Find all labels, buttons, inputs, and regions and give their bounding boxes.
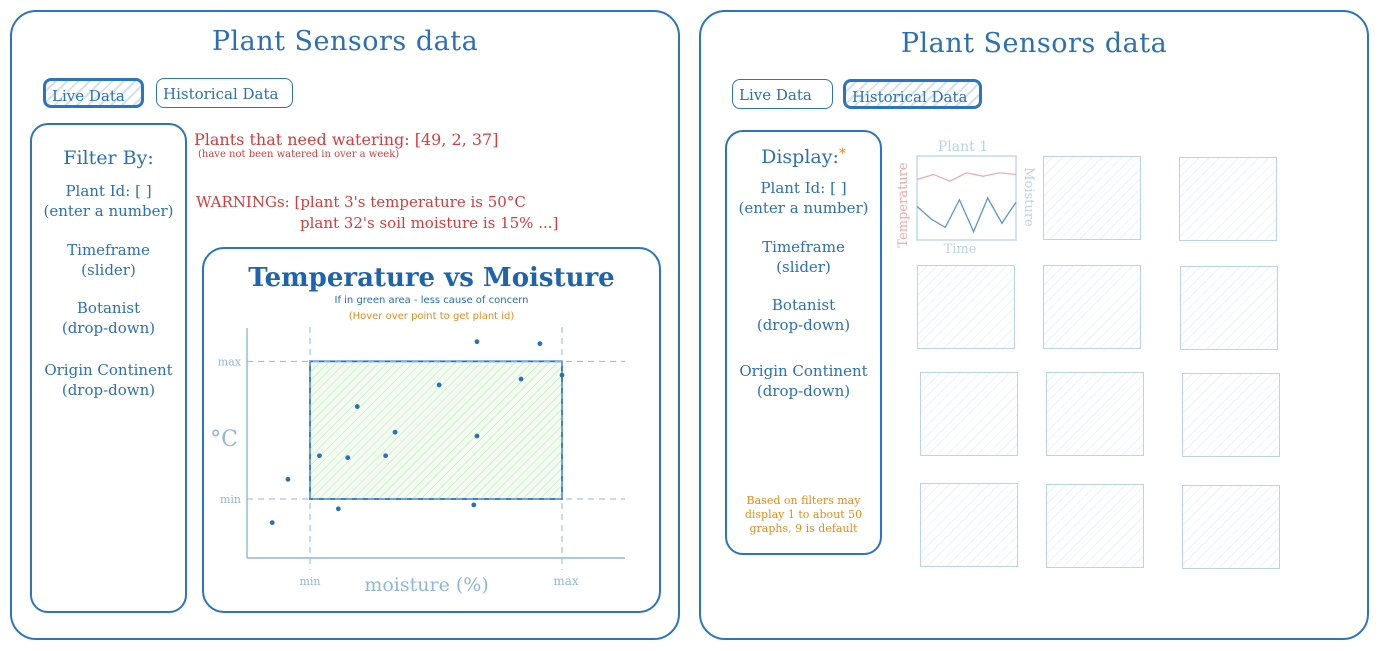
display-origin-label: Origin Continent xyxy=(739,362,868,380)
graph-placeholder xyxy=(1182,373,1280,457)
filter-origin-continent[interactable]: Origin Continent (drop-down) xyxy=(32,360,185,400)
mini-moisture-line xyxy=(916,196,1017,234)
safe-zone xyxy=(309,360,563,500)
display-botanist-label: Botanist xyxy=(771,296,836,314)
y-axis-label: °C xyxy=(210,427,238,452)
tab-live-data[interactable]: Live Data xyxy=(43,78,144,108)
scatter-point xyxy=(383,453,388,459)
graph-placeholder xyxy=(920,372,1018,456)
filter-timeframe-label: Timeframe xyxy=(67,241,150,259)
graph-placeholder xyxy=(920,483,1018,567)
scatter-point xyxy=(285,476,291,482)
display-timeframe-label: Timeframe xyxy=(762,238,845,256)
graph-placeholder xyxy=(1180,266,1278,350)
display-heading: Display:* xyxy=(727,146,880,168)
tab-historical-data[interactable]: Historical Data xyxy=(843,79,982,109)
mini-temperature-line xyxy=(916,172,1017,182)
scatter-point xyxy=(269,520,275,525)
graph-placeholder xyxy=(1179,157,1277,241)
scatter-chart-card: Temperature vs Moisture If in green area… xyxy=(202,247,661,613)
scatter-point xyxy=(474,339,480,345)
live-data-panel: Plant Sensors data Live Data Historical … xyxy=(10,10,680,640)
display-plant-id[interactable]: Plant Id: [ ] (enter a number) xyxy=(727,178,880,218)
tab-live-data[interactable]: Live Data xyxy=(732,79,833,109)
mini-chart-time-label: Time xyxy=(944,242,977,257)
scatter-point xyxy=(335,506,341,512)
chart-title: Temperature vs Moisture xyxy=(248,263,615,293)
scatter-point xyxy=(345,455,351,461)
scatter-point xyxy=(317,453,322,459)
chart-hint: (Hover over point to get plant id) xyxy=(348,311,515,322)
page-title: Plant Sensors data xyxy=(900,28,1168,59)
display-botanist[interactable]: Botanist (drop-down) xyxy=(727,295,880,335)
filter-origin-hint: (drop-down) xyxy=(61,381,156,399)
x-axis-label: moisture (%) xyxy=(364,574,488,596)
plant-1-mini-chart: Plant 1 Temperature Moisture Time xyxy=(896,139,1036,257)
watering-alert: Plants that need watering: [49, 2, 37] xyxy=(194,130,499,149)
page-title: Plant Sensors data xyxy=(211,26,479,57)
scatter-point xyxy=(436,382,442,388)
mini-chart-moisture-label: Moisture xyxy=(1021,167,1036,227)
graph-placeholder xyxy=(1046,484,1144,568)
chart-subtitle: If in green area - less cause of concern xyxy=(334,295,529,306)
scatter-point xyxy=(559,372,565,378)
mini-chart-temperature-label: Temperature xyxy=(896,162,911,247)
y-tick-label-min: min xyxy=(220,493,241,506)
filter-sidebar: Filter By: Plant Id: [ ] (enter a number… xyxy=(30,123,187,613)
display-origin-continent[interactable]: Origin Continent (drop-down) xyxy=(727,361,880,401)
tab-historical-data[interactable]: Historical Data xyxy=(156,78,293,108)
scatter-point xyxy=(537,341,543,347)
display-heading-mark: * xyxy=(838,146,846,162)
filter-origin-label: Origin Continent xyxy=(44,361,173,379)
historical-data-panel: Plant Sensors data Live Data Historical … xyxy=(699,10,1369,640)
filter-botanist-hint: (drop-down) xyxy=(61,319,156,337)
display-heading-label: Display: xyxy=(761,146,839,168)
filter-timeframe[interactable]: Timeframe (slider) xyxy=(32,240,185,280)
scatter-point xyxy=(471,502,477,508)
graph-placeholder xyxy=(1043,265,1141,349)
filter-heading: Filter By: xyxy=(63,147,154,169)
display-sidebar: Display:* Plant Id: [ ] (enter a number)… xyxy=(725,130,882,555)
scatter-plot: max min min max moisture (%) °C xyxy=(210,327,625,596)
graph-placeholder xyxy=(1046,372,1144,456)
y-tick-label-max: max xyxy=(218,355,242,368)
graph-placeholder xyxy=(1182,485,1280,569)
filter-botanist-label: Botanist xyxy=(76,299,141,317)
display-origin-hint: (drop-down) xyxy=(756,382,851,400)
filter-plant-id-label: Plant Id: [ ] xyxy=(65,182,152,200)
display-count-note: Based on filters may display 1 to about … xyxy=(744,494,863,535)
display-plant-id-hint: (enter a number) xyxy=(738,199,869,217)
scatter-point xyxy=(474,433,480,439)
mini-chart-frame xyxy=(916,155,1017,241)
filter-botanist[interactable]: Botanist (drop-down) xyxy=(32,298,185,338)
filter-timeframe-hint: (slider) xyxy=(81,261,136,279)
display-botanist-hint: (drop-down) xyxy=(756,316,851,334)
x-tick-label-max: max xyxy=(553,574,579,588)
display-timeframe[interactable]: Timeframe (slider) xyxy=(727,237,880,277)
graph-placeholder xyxy=(1043,156,1141,240)
x-tick-label-min: min xyxy=(299,575,320,588)
warnings-line-2: plant 32's soil moisture is 15% ...] xyxy=(300,214,559,232)
warnings-line-1: WARNINGs: [plant 3's temperature is 50°C xyxy=(196,193,526,211)
display-timeframe-hint: (slider) xyxy=(776,258,831,276)
filter-plant-id[interactable]: Plant Id: [ ] (enter a number) xyxy=(32,181,185,221)
filter-plant-id-hint: (enter a number) xyxy=(43,202,174,220)
scatter-point xyxy=(518,376,524,382)
mini-chart-title: Plant 1 xyxy=(938,139,988,155)
scatter-point xyxy=(354,404,360,409)
watering-note: (have not been watered in over a week) xyxy=(198,149,400,160)
graph-placeholder xyxy=(917,265,1015,349)
display-plant-id-label: Plant Id: [ ] xyxy=(760,179,847,197)
scatter-point xyxy=(392,429,398,435)
